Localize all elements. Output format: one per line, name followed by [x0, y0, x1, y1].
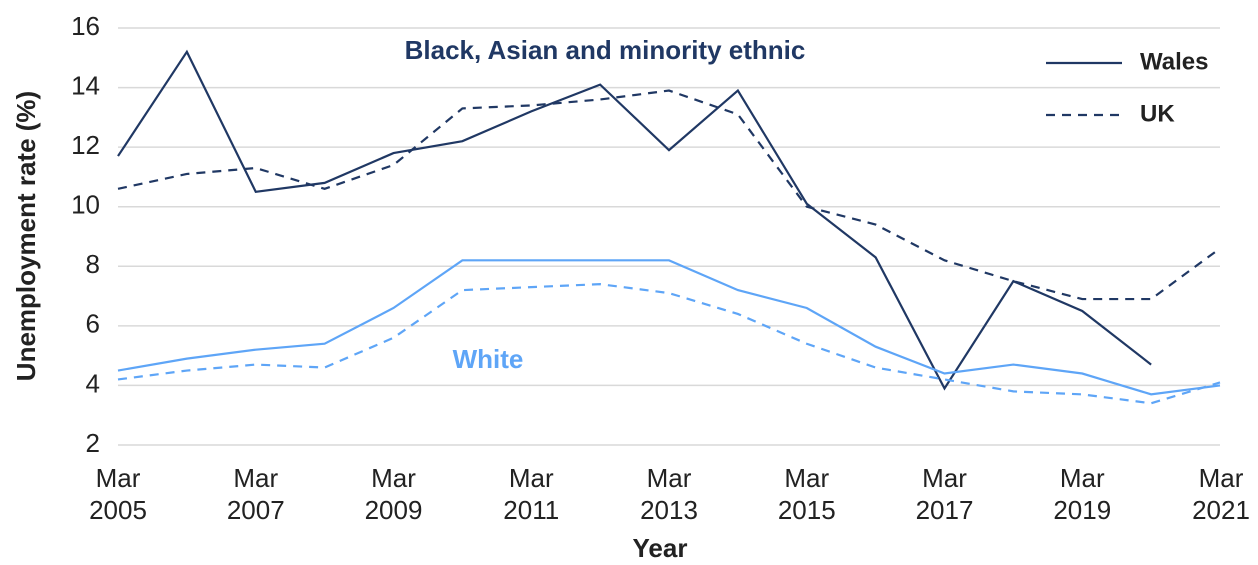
x-tick-label: Mar 2021: [1192, 463, 1250, 525]
series-line: [117, 259, 1221, 396]
annotation: Black, Asian and minority ethnic: [405, 35, 806, 65]
x-tick-label: Mar 2005: [89, 463, 147, 525]
x-tick-label: Mar 2011: [503, 463, 560, 525]
x-tick-label: Mar 2015: [777, 463, 836, 525]
x-tick-label: Mar 2007: [226, 463, 285, 525]
x-tick-label: Mar 2009: [364, 463, 423, 525]
legend-label: Wales: [1140, 48, 1208, 75]
annotation: White: [453, 344, 524, 374]
x-tick-label: Mar 2013: [640, 463, 698, 525]
series-line: [117, 89, 1221, 301]
y-tick-label: 2: [86, 428, 100, 458]
y-tick-label: 4: [86, 368, 100, 398]
legend-label: UK: [1140, 100, 1175, 127]
series-line: [117, 49, 1152, 391]
y-tick-label: 12: [71, 130, 100, 160]
x-tick-label: Mar 2019: [1053, 463, 1112, 525]
y-tick-label: 10: [71, 190, 100, 220]
y-tick-label: 8: [86, 249, 100, 279]
y-axis-label: Unemployment rate (%): [11, 91, 41, 381]
y-tick-label: 6: [86, 309, 100, 339]
y-tick-label: 16: [71, 11, 100, 41]
y-tick-label: 14: [71, 70, 100, 100]
series-line: [117, 283, 1221, 405]
x-tick-label: Mar 2017: [915, 463, 974, 525]
x-axis-label: Year: [633, 533, 688, 563]
